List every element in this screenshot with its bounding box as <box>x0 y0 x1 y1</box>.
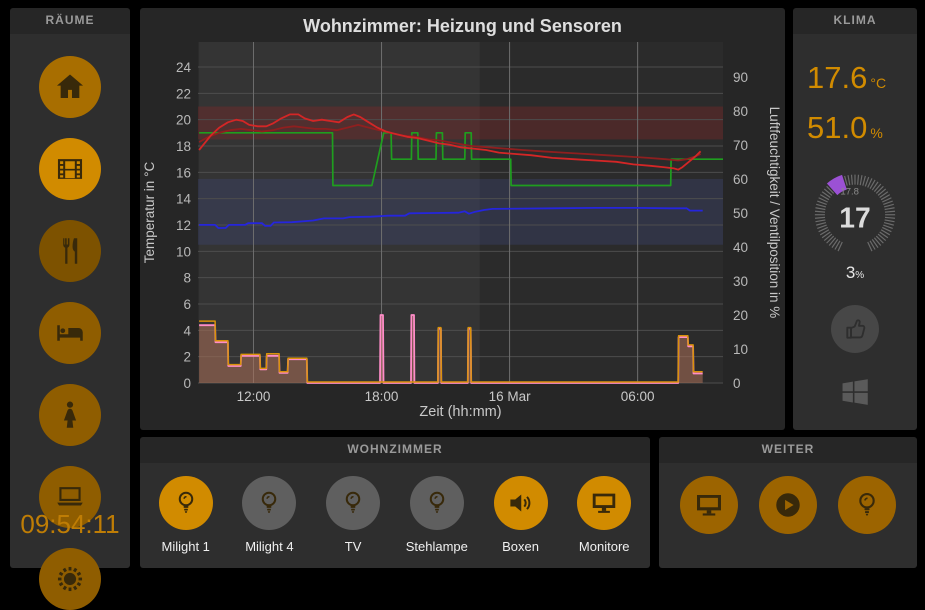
svg-text:70: 70 <box>733 138 748 153</box>
weiter-header: WEITER <box>659 437 917 463</box>
temperature-readout: 17.6 °C <box>807 60 887 95</box>
rooms-header: RÄUME <box>10 8 130 34</box>
svg-text:50: 50 <box>733 206 748 221</box>
svg-text:0: 0 <box>183 376 191 391</box>
svg-text:40: 40 <box>733 240 748 255</box>
thermostat-gauge[interactable]: 17.8 17 <box>800 160 910 264</box>
toggle-monitore[interactable] <box>577 476 632 530</box>
room-button-bathroom[interactable] <box>39 384 101 446</box>
svg-text:20: 20 <box>733 308 748 323</box>
weiter-monitor-button[interactable] <box>680 476 738 534</box>
button-label: TV <box>344 539 362 554</box>
bulb-icon <box>851 489 883 521</box>
valve-position-readout: 3% <box>845 263 865 282</box>
svg-text:12:00: 12:00 <box>237 389 271 404</box>
room-button-home[interactable] <box>39 56 101 118</box>
film-icon <box>53 152 87 186</box>
bulb-icon <box>422 488 452 518</box>
bulb-icon <box>254 488 284 518</box>
play-icon <box>772 489 804 521</box>
toggle-milight-1[interactable] <box>158 476 213 530</box>
button-label: Milight 4 <box>245 539 294 554</box>
weiter-play-button[interactable] <box>759 476 817 534</box>
thumbs-up-icon <box>841 315 869 343</box>
wohnzimmer-header: WOHNZIMMER <box>140 437 650 463</box>
utensils-icon <box>53 234 87 268</box>
room-button-outdoor[interactable] <box>39 548 101 610</box>
button-label: Milight 1 <box>161 539 210 554</box>
speaker-icon <box>506 488 536 518</box>
gauge-current-label: 17.8 <box>840 187 859 198</box>
room-button-bedroom[interactable] <box>39 302 101 364</box>
svg-text:10: 10 <box>733 342 748 357</box>
svg-text:18: 18 <box>176 139 191 154</box>
svg-text:80: 80 <box>733 104 748 119</box>
gauge-setpoint: 17 <box>839 202 870 234</box>
sensor-chart: 0246810121416182022240102030405060708090… <box>142 42 782 420</box>
svg-text:0: 0 <box>733 376 741 391</box>
weiter-panel: WEITER <box>659 437 917 568</box>
rooms-sidebar: RÄUME 09:54:11 <box>10 8 130 610</box>
room-button-office[interactable] <box>39 466 101 528</box>
gauge-current-marker <box>826 174 847 196</box>
monitor-icon <box>693 489 725 521</box>
toggle-stehlampe[interactable] <box>409 476 464 530</box>
toggle-tv[interactable] <box>326 476 381 530</box>
klima-header: KLIMA <box>793 8 917 34</box>
toggle-milight-4[interactable] <box>242 476 297 530</box>
svg-text:20: 20 <box>176 113 191 128</box>
chart-panel: 0 2 4 6 8 10 12 14 16 18 20 22 24 0 10 20 30 40 50 60 70 80 90… <box>140 8 785 430</box>
svg-text:30: 30 <box>733 274 748 289</box>
home-icon <box>53 70 87 104</box>
room-button-kitchen[interactable] <box>39 220 101 282</box>
svg-text:6: 6 <box>183 297 191 312</box>
svg-text:10: 10 <box>176 244 191 259</box>
button-label: Monitore <box>578 539 630 554</box>
windows-icon[interactable] <box>793 375 917 414</box>
chart-title: Wohnzimmer: Heizung und Sensoren <box>303 16 622 36</box>
boost-button[interactable] <box>831 305 879 353</box>
svg-text:60: 60 <box>733 172 748 187</box>
svg-text:24: 24 <box>176 60 192 75</box>
sun-icon <box>53 562 87 596</box>
toggle-boxen[interactable] <box>493 476 548 530</box>
monitor-icon <box>589 488 619 518</box>
svg-text:2: 2 <box>183 350 191 365</box>
svg-text:16: 16 <box>176 165 191 180</box>
svg-text:06:00: 06:00 <box>621 389 655 404</box>
svg-text:18:00: 18:00 <box>365 389 399 404</box>
bulb-icon <box>171 488 201 518</box>
svg-text:Luftfeuchtigkeit / Ventilposit: Luftfeuchtigkeit / Ventilposition in % <box>767 107 782 319</box>
svg-text:16 Mar: 16 Mar <box>489 389 532 404</box>
klima-panel: KLIMA 17.6 °C 51.0% 17.8 17 3% <box>793 8 917 430</box>
svg-text:90: 90 <box>733 70 748 85</box>
svg-text:14: 14 <box>176 192 192 207</box>
svg-text:Temperatur in °C: Temperatur in °C <box>142 162 157 264</box>
button-label: Boxen <box>502 539 539 554</box>
svg-text:4: 4 <box>183 323 191 338</box>
bulb-icon <box>338 488 368 518</box>
button-label: Stehlampe <box>405 539 468 554</box>
svg-text:12: 12 <box>176 218 191 233</box>
bed-icon <box>53 316 87 350</box>
woman-icon <box>53 398 87 432</box>
humidity-readout: 51.0% <box>807 110 883 145</box>
clock: 09:54:11 <box>20 509 120 539</box>
room-button-media[interactable] <box>39 138 101 200</box>
svg-text:8: 8 <box>183 271 191 286</box>
weiter-light-button[interactable] <box>838 476 896 534</box>
wohnzimmer-panel: WOHNZIMMER Milight 1 Milight 4 TV Stehla… <box>140 437 650 568</box>
svg-text:22: 22 <box>176 86 191 101</box>
svg-text:Zeit (hh:mm): Zeit (hh:mm) <box>419 404 501 420</box>
